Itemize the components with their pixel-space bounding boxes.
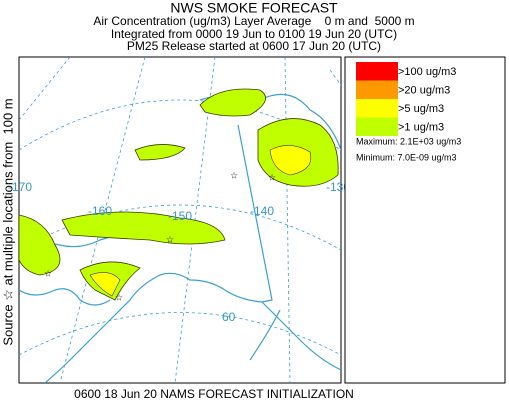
footer: 0600 18 Jun 20 NAMS FORECAST INITIALIZAT… xyxy=(74,387,354,401)
maximum: Maximum: 2.1E+03 ug/m3 xyxy=(356,136,461,146)
smoke-plume xyxy=(19,214,61,276)
smoke-plume xyxy=(89,272,121,297)
legend-swatch xyxy=(356,99,398,118)
coastline xyxy=(44,272,263,383)
source-marker: ☆ xyxy=(115,292,123,302)
graticule xyxy=(19,204,341,251)
minimum: Minimum: 7.0E-09 ug/m3 xyxy=(356,152,457,162)
smoke-plume xyxy=(269,145,312,176)
grid-label: -130 xyxy=(326,180,350,194)
subtitle: Air Concentration (ug/m3) Layer Average … xyxy=(93,14,414,28)
source-marker: ☆ xyxy=(268,172,276,182)
graticule xyxy=(19,312,341,356)
legend-label: >100 ug/m3 xyxy=(398,66,456,78)
grid-label: 60 xyxy=(222,310,236,324)
grid-label: -160 xyxy=(88,204,112,218)
side-label: Source ☆ at multiple locations from 100 … xyxy=(0,98,15,345)
coastline xyxy=(19,288,111,306)
subtitle: Integrated from 0000 19 Jun to 0100 19 J… xyxy=(111,27,397,41)
smoke-plume xyxy=(199,88,267,117)
map: ☆ ☆ ☆ ☆ ☆ -170 -160 -150 -140 -130 60 xyxy=(8,56,350,384)
border xyxy=(237,124,273,303)
legend-swatch xyxy=(356,80,398,99)
smoke-plume xyxy=(61,211,226,245)
graticule xyxy=(19,57,71,121)
legend-label: >1 ug/m3 xyxy=(398,121,444,133)
grid-label: -170 xyxy=(8,180,32,194)
subtitle: PM25 Release started at 0600 17 Jun 20 (… xyxy=(127,39,381,53)
grid-label: -140 xyxy=(250,204,274,218)
coastline xyxy=(261,301,341,371)
legend-swatch xyxy=(356,62,398,81)
legend-label: >20 ug/m3 xyxy=(398,84,450,96)
grid-label: -150 xyxy=(168,209,192,223)
source-marker: ☆ xyxy=(230,170,238,180)
graticule xyxy=(19,99,341,151)
source-marker: ☆ xyxy=(166,234,174,244)
legend-label: >5 ug/m3 xyxy=(398,103,444,115)
smoke-plume xyxy=(134,144,186,161)
legend-swatch xyxy=(356,117,398,136)
map-content: ☆ ☆ ☆ ☆ ☆ xyxy=(19,57,341,383)
legend: Maximum: 2.1E+03 ug/m3 Minimum: 7.0E-09 … xyxy=(344,56,506,384)
coastline xyxy=(249,309,281,361)
title: NWS SMOKE FORECAST xyxy=(170,0,338,16)
source-marker: ☆ xyxy=(44,268,52,278)
